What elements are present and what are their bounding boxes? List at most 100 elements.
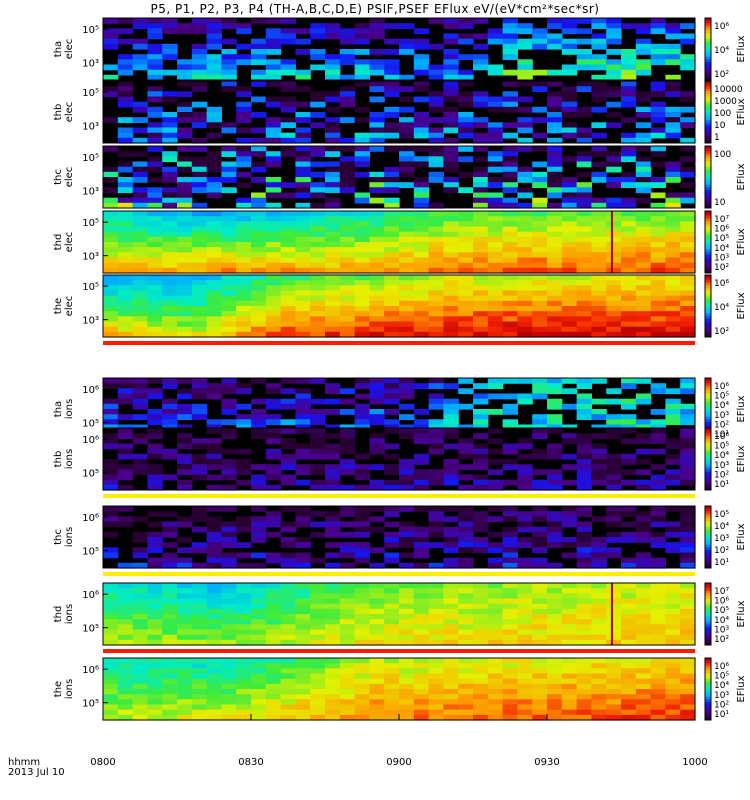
spectrogram-cell <box>443 74 459 81</box>
spectrogram-cell <box>413 64 430 71</box>
spectrogram-cell <box>132 267 148 274</box>
spectrogram-cell <box>606 469 622 476</box>
spectrogram-cell <box>369 393 385 400</box>
colorbar-segment <box>705 506 711 510</box>
spectrogram-cell <box>606 658 622 664</box>
spectrogram-cell <box>443 663 459 669</box>
spectrogram-cell <box>532 668 548 675</box>
spectrogram-cell <box>650 521 666 528</box>
spectrogram-cell <box>487 383 504 389</box>
spectrogram-cell <box>487 221 504 228</box>
spectrogram-cell <box>532 383 548 389</box>
spectrogram-cell <box>221 668 237 675</box>
spectrogram-cell <box>280 464 296 470</box>
spectrogram-cell <box>591 433 607 439</box>
spectrogram-cell <box>635 531 652 538</box>
spectrogram-cell <box>384 424 400 431</box>
spectrogram-cell <box>458 146 474 152</box>
y-tick-label: 10⁵ <box>82 88 99 99</box>
spectrogram-cell <box>280 38 296 45</box>
colorbar-segment <box>705 226 711 230</box>
spectrogram-cell <box>206 619 222 625</box>
spectrogram-cell <box>650 257 666 264</box>
spectrogram-cell <box>547 603 563 610</box>
spectrogram-cell <box>221 59 237 66</box>
spectrogram-cell <box>147 709 163 716</box>
spectrogram-cell <box>162 236 178 243</box>
spectrogram-cell <box>547 542 563 548</box>
spectrogram-cell <box>399 285 415 292</box>
spectrogram-cell <box>413 280 430 286</box>
spectrogram-cell <box>621 531 637 538</box>
spectrogram-cell <box>132 614 148 620</box>
spectrogram-cell <box>221 122 237 129</box>
spectrogram-cell <box>487 101 504 108</box>
spectrogram-cell <box>680 321 696 328</box>
spectrogram-cell <box>458 593 474 600</box>
spectrogram-cell <box>369 59 385 66</box>
spectrogram-cell <box>591 709 607 716</box>
spectrogram-cell <box>532 673 548 680</box>
spectrogram-cell <box>295 28 311 35</box>
spectrogram-cell <box>339 542 356 548</box>
spectrogram-cell <box>265 552 282 559</box>
spectrogram-cell <box>650 639 666 646</box>
spectrogram-cell <box>591 96 607 103</box>
spectrogram-cell <box>236 197 252 204</box>
spectrogram-cell <box>369 634 385 641</box>
colorbar-tick-label: 10² <box>714 700 729 710</box>
colorbar-segment <box>705 54 711 58</box>
spectrogram-cell <box>561 23 578 29</box>
spectrogram-cell <box>236 43 252 50</box>
spectrogram-cell <box>295 393 311 400</box>
spectrogram-cell <box>517 562 533 569</box>
spectrogram-cell <box>591 242 607 248</box>
spectrogram-cell <box>591 316 607 323</box>
colorbar-segment <box>705 435 711 439</box>
spectrogram-cell <box>325 552 341 559</box>
spectrogram-cell <box>621 252 637 259</box>
spectrogram-cell <box>680 552 696 559</box>
spectrogram-cell <box>532 484 548 491</box>
spectrogram-cell <box>147 280 163 286</box>
spectrogram-cell <box>487 614 504 620</box>
spectrogram-cell <box>191 438 208 445</box>
spectrogram-cell <box>280 285 296 292</box>
colorbar-tick-label: 10⁶ <box>714 22 729 32</box>
colorbar-segment <box>705 195 711 199</box>
spectrogram-cell <box>428 295 444 302</box>
spectrogram-cell <box>354 474 370 481</box>
spectrogram-cell <box>591 619 607 625</box>
spectrogram-cell <box>191 28 208 35</box>
spectrogram-cell <box>547 714 563 721</box>
spectrogram-cell <box>502 506 518 512</box>
spectrogram-cell <box>621 403 637 410</box>
spectrogram-cell <box>428 479 444 486</box>
spectrogram-cell <box>680 316 696 323</box>
panel-frame <box>102 274 696 338</box>
spectrogram-cell <box>191 603 208 610</box>
spectrogram-cell <box>561 511 578 517</box>
colorbar-segment <box>705 303 711 307</box>
spectrogram-cell <box>310 603 326 610</box>
spectrogram-cell <box>502 683 518 690</box>
spectrogram-cell <box>665 280 681 286</box>
spectrogram-cell <box>473 453 489 460</box>
spectrogram-cell <box>606 678 622 685</box>
spectrogram-cell <box>665 226 681 233</box>
spectrogram-cell <box>591 326 607 333</box>
spectrogram-cell <box>591 658 607 664</box>
spectrogram-cell <box>621 614 637 620</box>
spectrogram-cell <box>280 311 296 317</box>
spectrogram-cell <box>621 658 637 664</box>
spectrogram-cell <box>428 96 444 103</box>
spectrogram-cell <box>236 419 252 426</box>
spectrogram-cell <box>177 378 193 384</box>
spectrogram-cell <box>458 295 474 302</box>
spectrogram-cell <box>384 236 400 243</box>
spectrogram-cell <box>132 531 148 538</box>
spectrogram-cell <box>251 588 267 594</box>
spectrogram-cell <box>295 403 311 410</box>
spectrogram-cell <box>561 290 578 297</box>
spectrogram-cell <box>413 28 430 35</box>
